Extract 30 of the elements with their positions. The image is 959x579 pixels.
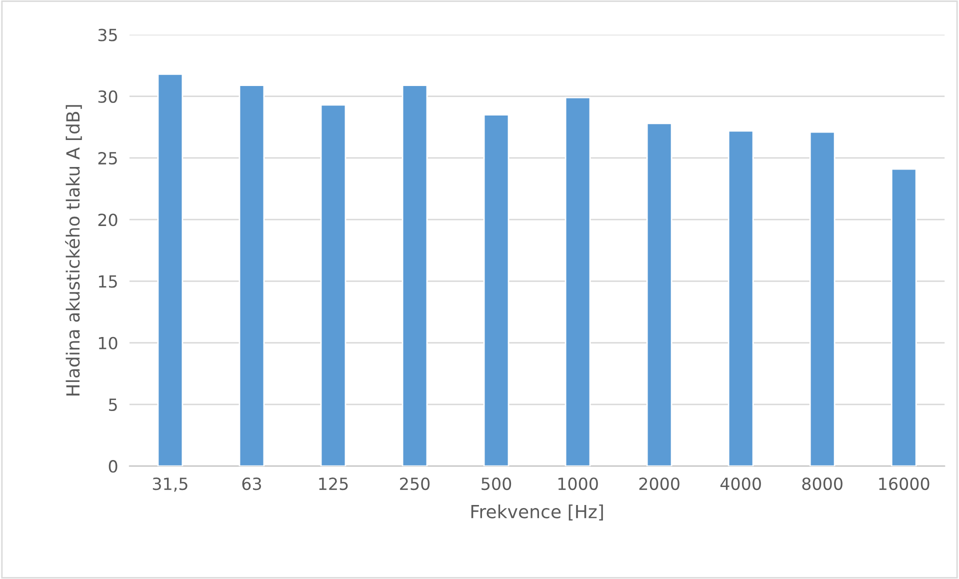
x-tick-label: 4000 [720,478,761,490]
y-tick-label: 25 [98,152,117,165]
x-tick-label: 250 [400,478,430,490]
x-tick-label: 31,5 [152,478,188,492]
y-axis-title: Hladina akustického tlaku A [dB] [65,105,82,396]
bar [320,104,346,466]
bar [238,84,265,466]
bar [890,168,917,466]
y-tick-label: 5 [109,398,117,412]
y-tick-label: 10 [98,336,118,350]
bar [483,114,510,466]
bar [646,122,672,466]
bar [728,130,754,466]
x-tick-label: 63 [242,478,262,490]
x-tick-label: 1000 [558,478,598,490]
x-tick-label: 500 [482,478,512,490]
bar [809,131,836,466]
y-tick-label: 20 [98,214,118,226]
x-tick-label: 16000 [879,478,930,490]
x-tick-label: 2000 [639,478,680,490]
x-tick-label: 8000 [802,478,842,490]
x-axis-title: Frekvence [Hz] [471,504,603,521]
y-tick-label: 15 [98,275,117,288]
y-tick-label: 30 [98,90,118,103]
x-tick-label: 125 [319,478,348,490]
y-tick-label: 35 [98,28,117,42]
y-tick-label: 0 [108,460,118,473]
bar [157,73,184,466]
bar [402,84,428,466]
bar [564,96,591,466]
